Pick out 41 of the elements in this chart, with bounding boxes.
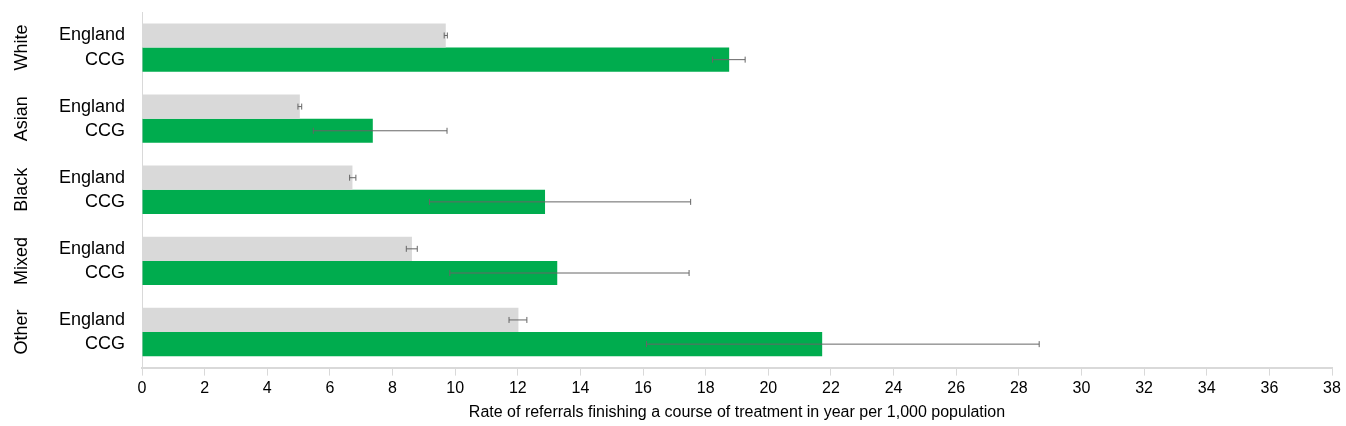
text: CCG (85, 190, 125, 211)
bar (142, 332, 823, 357)
x-tick-label: 22 (822, 378, 840, 396)
y-tick-label: Other (10, 309, 31, 355)
x-tick-label: 36 (1260, 378, 1279, 396)
x-tick-label: 28 (1009, 378, 1028, 396)
x-tick-label: 16 (634, 378, 653, 396)
x-tick-label: 24 (884, 378, 903, 396)
series-label: CCG (85, 48, 125, 69)
series-label: England (58, 24, 125, 45)
text: CCG (85, 333, 125, 354)
y-tick-label: Black (10, 166, 31, 212)
bar (142, 47, 730, 72)
text: CCG (85, 119, 125, 140)
x-axis-title: Rate of referrals finishing a course of treatment in year per 1,000 population (468, 402, 1006, 420)
y-tick-label: White (10, 24, 31, 71)
text: England (58, 166, 125, 187)
x-tick-label: 18 (696, 378, 715, 396)
x-tick-label: 30 (1072, 378, 1091, 396)
x-tick-label: 20 (759, 378, 778, 396)
text: England (58, 95, 125, 116)
x-tick-label: 26 (947, 378, 966, 396)
y-tick-label: Mixed (10, 236, 31, 285)
x-tick-label: 6 (325, 378, 335, 396)
x-tick-label: 34 (1197, 378, 1216, 396)
bar (142, 118, 373, 143)
x-tick-label: 8 (388, 378, 398, 396)
text: England (58, 237, 125, 258)
x-tick-label: 4 (262, 378, 272, 396)
bar (142, 260, 558, 286)
x-tick-label: 0 (137, 378, 147, 396)
x-tick-label: 10 (446, 378, 465, 396)
bar (142, 189, 546, 214)
x-tick-label: 14 (571, 378, 590, 396)
y-tick-label: Asian (10, 96, 31, 142)
x-tick-label: 32 (1135, 378, 1154, 396)
text: England (58, 308, 125, 329)
text: CCG (85, 261, 125, 282)
x-tick-label: 12 (508, 378, 527, 396)
x-tick-label: 38 (1323, 378, 1341, 396)
x-tick-label: 2 (200, 378, 210, 396)
